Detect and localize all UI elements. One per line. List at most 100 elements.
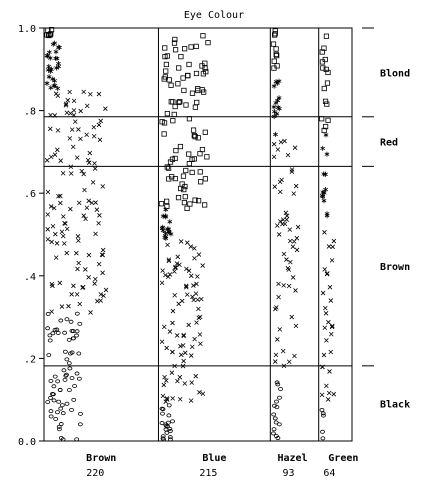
point-square <box>166 77 172 83</box>
point-cross <box>272 359 278 364</box>
point-circle <box>58 406 64 411</box>
point-cross <box>164 397 170 402</box>
point-cross <box>66 303 71 309</box>
point-cross <box>68 171 74 176</box>
point-cross <box>292 353 297 359</box>
point-cross <box>173 264 178 270</box>
point-cross <box>277 189 283 195</box>
point-cross <box>284 217 289 222</box>
point-cross <box>327 369 332 374</box>
point-circle <box>271 412 277 417</box>
point-cross <box>322 305 328 311</box>
point-cross <box>322 230 327 235</box>
point-star <box>276 95 282 101</box>
point-cross <box>293 323 299 329</box>
point-cross <box>284 213 290 219</box>
point-cross <box>70 144 76 150</box>
point-square <box>324 101 330 107</box>
point-circle <box>74 437 80 442</box>
point-circle <box>69 376 75 381</box>
point-cross <box>331 238 337 244</box>
point-cross <box>324 383 329 389</box>
point-square <box>172 103 178 110</box>
point-star <box>160 224 166 230</box>
point-square <box>184 205 190 211</box>
point-cross <box>45 212 51 217</box>
point-cross <box>74 155 80 160</box>
point-square <box>325 69 331 76</box>
point-cross <box>65 97 71 103</box>
eye-count-blue: 215 <box>199 468 217 479</box>
point-circle <box>50 331 56 336</box>
eye-count-hazel: 93 <box>282 468 294 479</box>
point-square <box>181 87 187 94</box>
point-cross <box>286 283 292 289</box>
point-cross <box>47 126 53 132</box>
point-cross <box>288 259 293 265</box>
point-cross <box>162 374 167 380</box>
point-circle <box>60 411 66 416</box>
point-star <box>274 111 280 117</box>
point-cross <box>93 231 98 237</box>
point-cross <box>282 221 288 227</box>
point-cross <box>167 272 173 277</box>
point-circle <box>68 319 74 324</box>
point-cross <box>44 158 50 163</box>
point-circle <box>163 423 169 428</box>
point-cross <box>93 200 98 205</box>
point-cross <box>48 112 53 118</box>
point-square <box>181 200 188 206</box>
point-cross <box>76 200 82 206</box>
point-cross <box>193 291 199 296</box>
point-cross <box>92 166 98 171</box>
point-cross <box>59 229 65 235</box>
point-square <box>192 104 198 110</box>
point-star <box>322 171 328 177</box>
point-square <box>170 118 176 124</box>
point-circle <box>48 414 54 419</box>
point-circle <box>55 330 61 335</box>
point-cross <box>74 292 80 297</box>
point-cross <box>287 227 293 232</box>
point-star <box>167 219 173 225</box>
point-star <box>323 187 328 193</box>
point-star <box>56 60 61 66</box>
point-square <box>195 198 202 204</box>
point-cross <box>103 106 108 111</box>
point-square <box>198 179 204 185</box>
point-square <box>180 173 187 179</box>
point-cross <box>67 136 73 141</box>
point-circle <box>62 377 68 382</box>
point-cross <box>181 358 186 364</box>
point-circle <box>77 321 83 326</box>
point-square <box>172 47 179 53</box>
point-cross <box>85 157 91 163</box>
point-cross <box>71 108 77 113</box>
point-cross <box>59 304 65 309</box>
point-circle <box>51 398 57 403</box>
point-square <box>195 135 201 141</box>
point-square <box>161 120 168 126</box>
point-cross <box>183 283 189 289</box>
point-cross <box>77 301 83 307</box>
point-square <box>321 45 327 51</box>
point-circle <box>47 338 53 343</box>
point-circle <box>274 405 280 410</box>
point-cross <box>188 244 194 249</box>
point-cross <box>100 252 106 258</box>
point-circle <box>52 374 58 379</box>
point-star <box>320 194 326 200</box>
point-star <box>168 231 174 237</box>
point-cross <box>55 93 61 99</box>
point-star <box>48 85 54 91</box>
point-cross <box>184 284 189 290</box>
point-square <box>164 53 170 59</box>
eye-count-brown: 220 <box>86 468 104 479</box>
point-star <box>45 53 51 59</box>
point-cross <box>271 141 277 147</box>
point-square <box>178 185 184 192</box>
point-cross <box>320 290 326 296</box>
point-cross <box>93 276 98 282</box>
point-cross <box>84 205 90 211</box>
point-square <box>324 80 331 86</box>
